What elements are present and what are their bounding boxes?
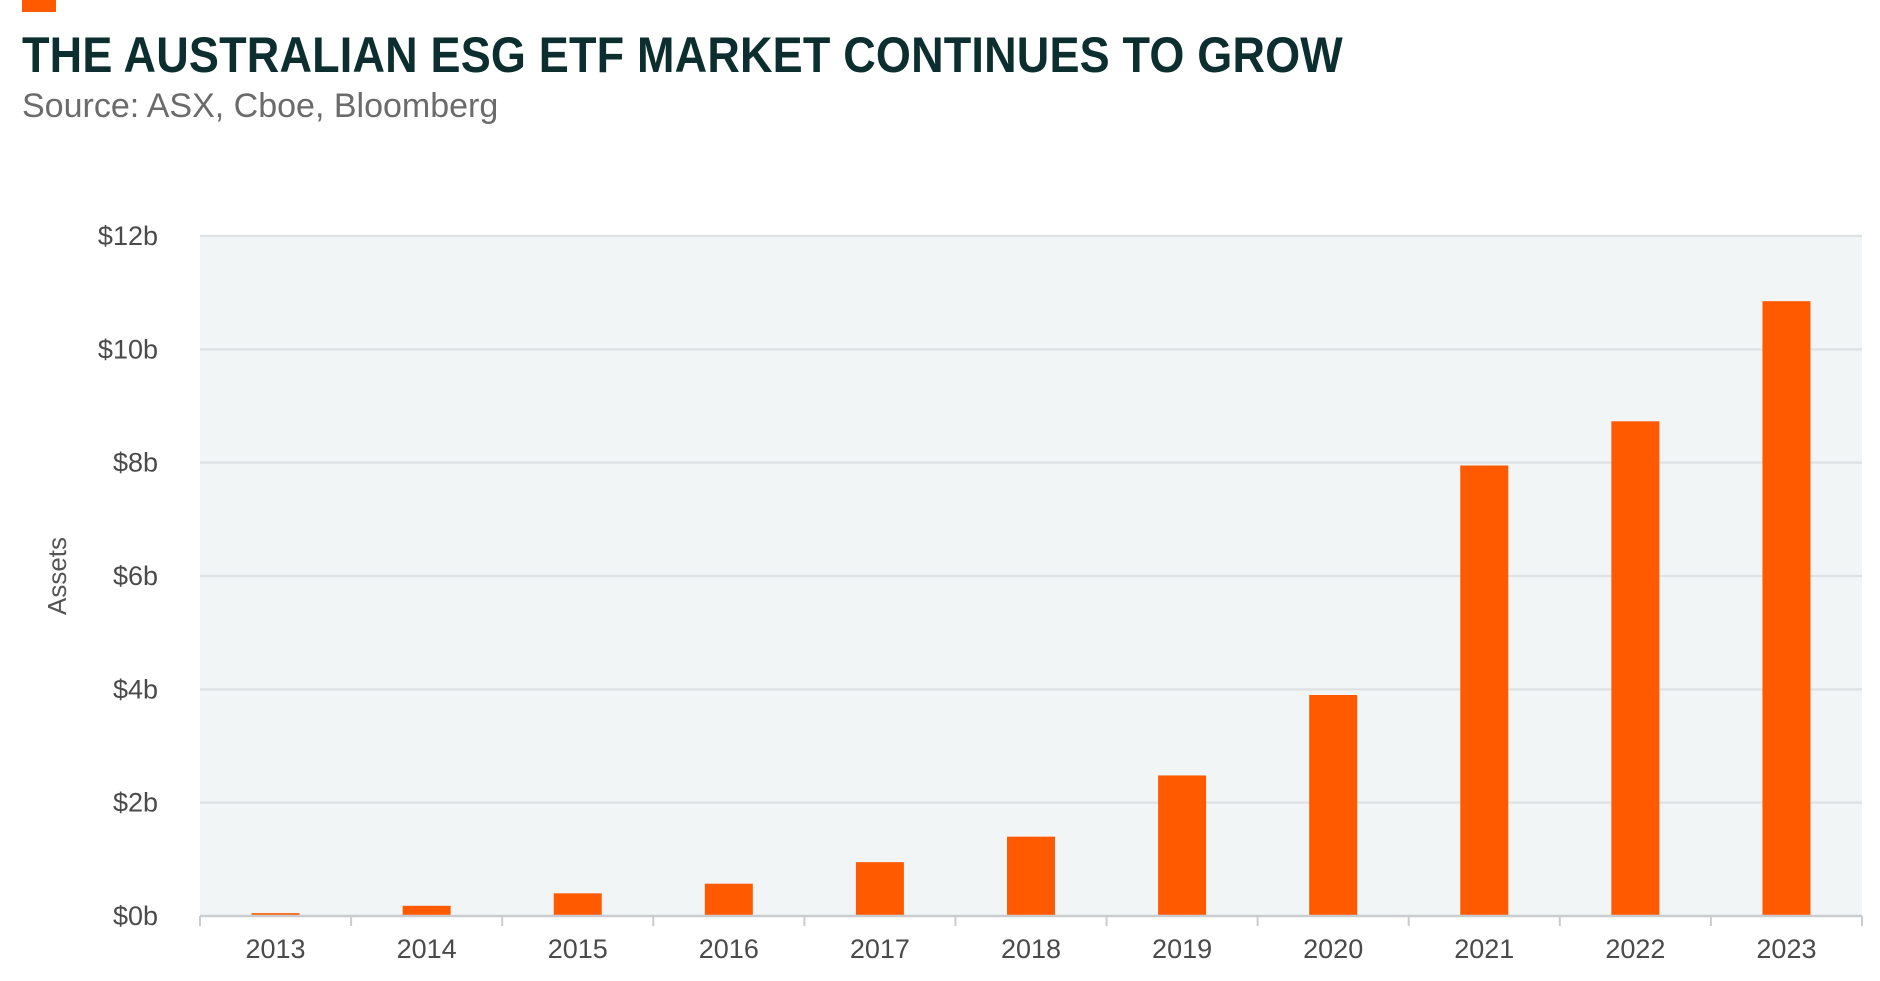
x-tick-label: 2022	[1605, 934, 1665, 964]
x-tick-label: 2017	[850, 934, 910, 964]
bar-2013	[251, 913, 300, 916]
bar-2020	[1309, 695, 1358, 916]
accent-bar	[22, 0, 56, 12]
gridlines	[200, 234, 1862, 804]
y-tick-label: $12b	[98, 221, 158, 251]
bar-2023	[1762, 301, 1811, 917]
x-tick-label: 2018	[1001, 934, 1061, 964]
bar-2021	[1460, 465, 1509, 916]
x-tick-label: 2021	[1454, 934, 1514, 964]
x-tick-label: 2016	[699, 934, 759, 964]
x-tick-label: 2023	[1756, 934, 1816, 964]
y-axis-title: Assets	[42, 537, 72, 615]
bar-2019	[1158, 775, 1207, 916]
x-tick-label: 2013	[246, 934, 306, 964]
bars	[251, 301, 1811, 917]
x-axis	[199, 914, 1863, 926]
bar-2016	[704, 883, 753, 916]
bar-2017	[855, 862, 904, 916]
chart-title: THE AUSTRALIAN ESG ETF MARKET CONTINUES …	[22, 27, 1343, 83]
x-tick-label: 2015	[548, 934, 608, 964]
bar-2015	[553, 893, 602, 916]
bar-2022	[1611, 421, 1660, 916]
x-axis-ticks: 2013 2014 2015 2016 2017 2018 2019 2020 2021 2022…	[246, 934, 1817, 964]
y-tick-label: $10b	[98, 334, 158, 364]
y-tick-label: $4b	[113, 674, 158, 704]
bar-2018	[1007, 836, 1055, 916]
y-tick-label: $6b	[113, 561, 158, 591]
x-tick-label: 2020	[1303, 934, 1363, 964]
y-axis-ticks: $0b $2b $4b $6b $8b $10b $12b	[98, 221, 158, 931]
y-tick-label: $8b	[113, 448, 158, 478]
y-tick-label: $2b	[113, 788, 158, 818]
bar-2014	[402, 905, 451, 916]
x-tick-label: 2019	[1152, 934, 1212, 964]
chart-subtitle: Source: ASX, Cboe, Bloomberg	[22, 87, 499, 125]
y-tick-label: $0b	[113, 901, 158, 931]
x-tick-label: 2014	[397, 934, 457, 964]
